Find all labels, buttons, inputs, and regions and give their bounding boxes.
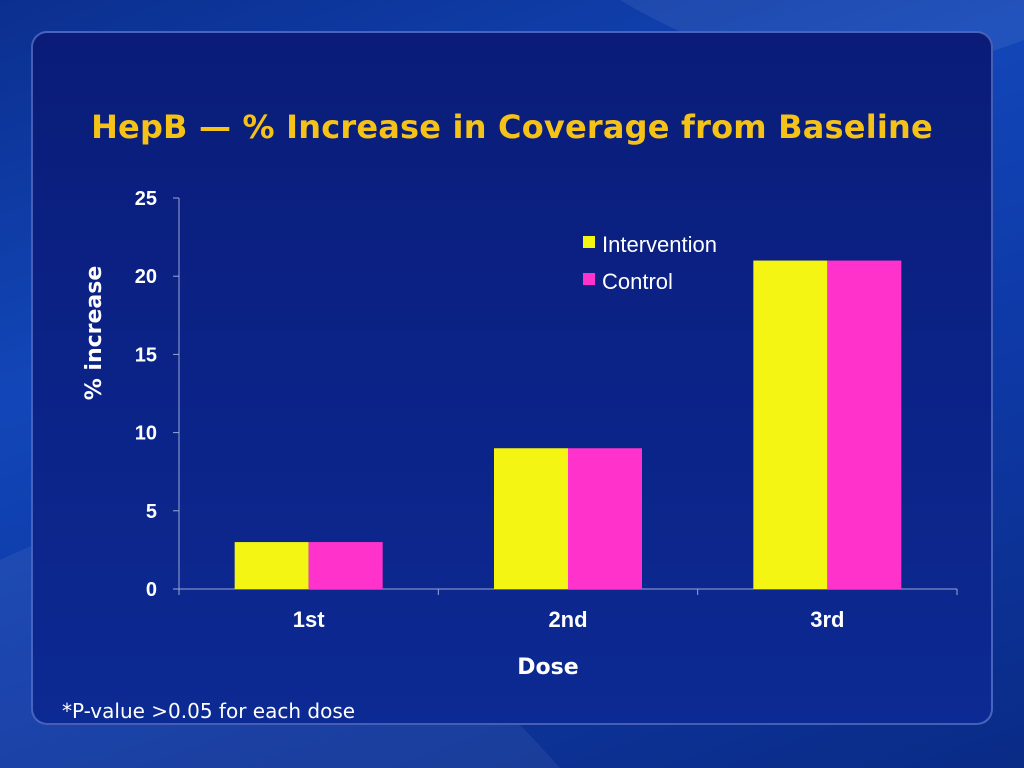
legend: Intervention Control — [583, 232, 717, 294]
y-axis: 0 5 10 15 20 25 — [135, 188, 180, 601]
y-tick-label: 25 — [135, 188, 157, 210]
x-axis: 1st 2nd 3rd — [178, 588, 958, 632]
legend-label-control: Control — [602, 269, 673, 294]
y-tick-label: 15 — [135, 344, 157, 366]
bar-control-2nd — [568, 448, 642, 589]
bar-intervention-2nd — [494, 448, 568, 589]
legend-label-intervention: Intervention — [602, 232, 717, 257]
legend-swatch-control — [583, 273, 595, 285]
bar-intervention-3rd — [753, 260, 828, 589]
x-tick-label: 2nd — [548, 607, 587, 632]
y-tick-label: 10 — [135, 423, 157, 445]
bar-intervention-1st — [234, 542, 309, 589]
y-axis-label: % increase — [82, 266, 107, 401]
x-tick-label: 3rd — [810, 607, 844, 632]
bar-control-3rd — [827, 260, 902, 589]
bar-control-1st — [308, 542, 383, 589]
x-axis-label: Dose — [517, 655, 578, 680]
legend-swatch-intervention — [583, 236, 595, 248]
bars — [234, 260, 902, 589]
y-tick-label: 20 — [135, 266, 157, 288]
slide-title: HepB — % Increase in Coverage from Basel… — [91, 108, 933, 146]
footnote: *P-value >0.05 for each dose — [62, 699, 356, 723]
x-tick-label: 1st — [293, 607, 325, 632]
y-tick-label: 0 — [146, 579, 157, 601]
y-tick-label: 5 — [146, 501, 157, 523]
